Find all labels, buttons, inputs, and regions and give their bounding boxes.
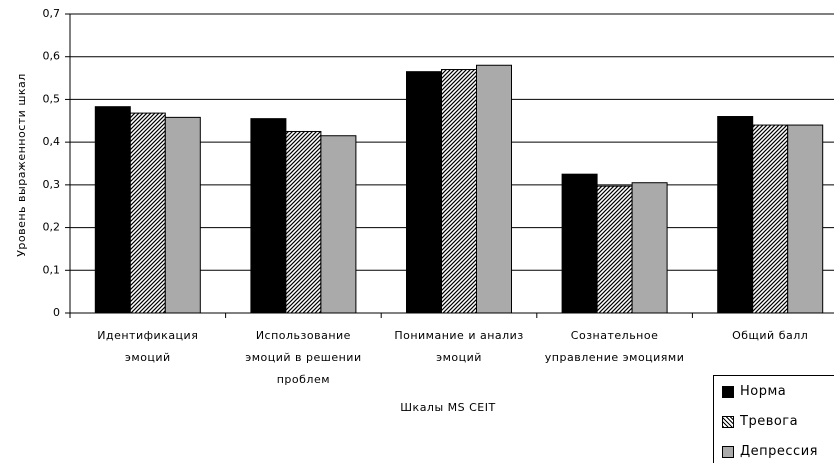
y-tick-label: 0,6 — [43, 50, 61, 63]
bar — [250, 118, 287, 314]
bar — [94, 106, 131, 314]
legend-label: Депрессия — [740, 444, 818, 459]
y-tick-label: 0,7 — [43, 7, 61, 20]
bar — [787, 124, 824, 314]
legend-swatch — [722, 385, 734, 398]
y-tick-label: 0,3 — [43, 178, 61, 191]
x-tick-label: Идентификация эмоций — [97, 329, 199, 364]
y-tick-label: 0,5 — [43, 92, 61, 105]
bar — [717, 116, 754, 314]
y-tick-label: 0,4 — [43, 135, 61, 148]
x-tick-label: Использование эмоций в решении проблем — [245, 329, 362, 386]
legend-swatch — [722, 415, 734, 428]
bar — [441, 69, 477, 314]
legend-item: Норма — [722, 384, 786, 399]
legend-item: Депрессия — [722, 444, 818, 459]
x-tick-label: Сознательное управление эмоциями — [544, 329, 685, 364]
bar — [752, 124, 789, 314]
y-tick-label: 0,2 — [43, 221, 61, 234]
bar — [476, 64, 512, 314]
bar — [129, 112, 166, 314]
bar — [285, 130, 322, 314]
bar — [320, 135, 357, 314]
y-tick-label: 0 — [53, 306, 60, 319]
bar — [406, 71, 442, 314]
x-axis-title: Шкалы MS CEIT — [400, 401, 496, 414]
bar — [561, 173, 598, 314]
bar — [596, 185, 633, 314]
x-tick-label: Понимание и анализ эмоций — [394, 329, 524, 364]
y-axis-title: Уровень выраженности шкал — [15, 73, 28, 257]
legend-label: Тревога — [740, 414, 799, 429]
legend-swatch — [722, 445, 734, 458]
legend-label: Норма — [740, 384, 787, 399]
bar — [164, 116, 201, 314]
y-tick-label: 0,1 — [43, 263, 61, 276]
legend-item: Тревога — [722, 414, 798, 429]
bar — [631, 182, 668, 314]
legend: Норма Тревога Депрессия — [713, 375, 834, 463]
x-tick-label: Общий балл — [732, 329, 809, 342]
